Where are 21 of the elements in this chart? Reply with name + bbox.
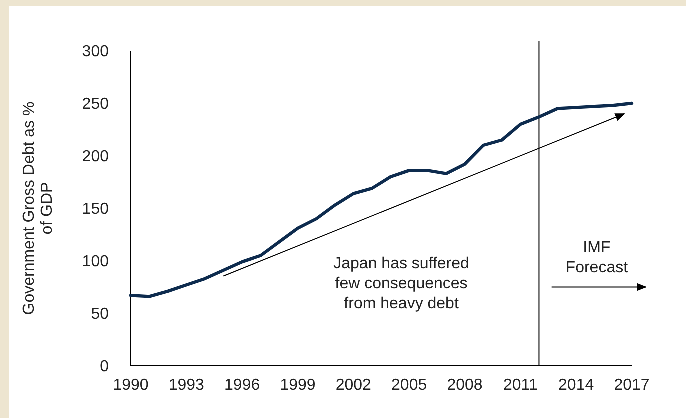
x-tick-label: 2005 xyxy=(392,377,428,394)
y-tick-label: 0 xyxy=(100,358,110,376)
x-tick-label: 2014 xyxy=(558,377,594,394)
y-tick-label: 50 xyxy=(91,306,110,324)
x-tick-label: 2002 xyxy=(336,377,372,394)
x-tick-label: 1999 xyxy=(280,377,316,394)
y-tick-label: 150 xyxy=(82,201,110,218)
x-tick-label: 1990 xyxy=(113,377,149,394)
x-tick-label: 2008 xyxy=(447,377,483,394)
y-tick-label: 250 xyxy=(82,96,110,114)
annotation: Japan has suffered few consequences from heavy debt xyxy=(334,255,470,312)
line-series xyxy=(129,102,634,298)
x-tick-label: 2011 xyxy=(503,377,538,394)
y-tick-label: 300 xyxy=(82,44,110,61)
x-tick-label: 2017 xyxy=(614,377,650,394)
y-tick-label: 100 xyxy=(82,254,110,271)
x-tick-label: 1993 xyxy=(168,377,205,394)
annotation: IMF Forecast xyxy=(566,240,629,277)
x-tick-label: 1996 xyxy=(224,377,260,394)
y-tick-label: 200 xyxy=(82,148,110,166)
y-axis-title: Government Gross Debt as % of GDP xyxy=(21,102,56,316)
